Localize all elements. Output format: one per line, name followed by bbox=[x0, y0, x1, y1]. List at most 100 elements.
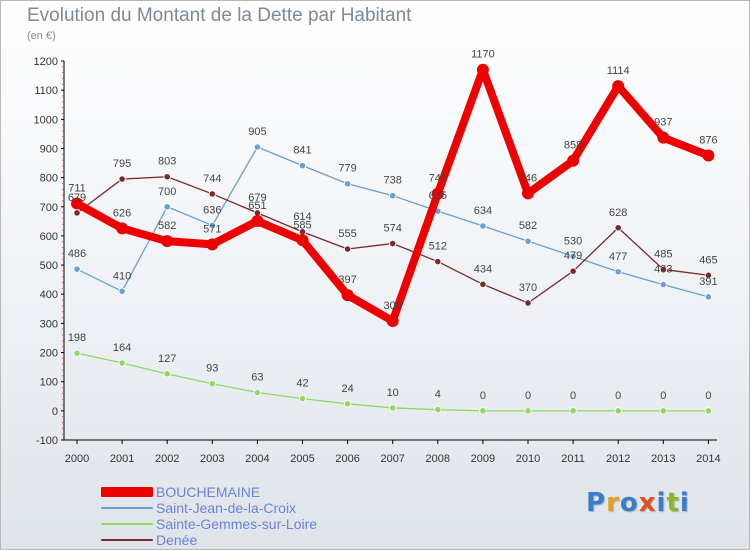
y-tick-label: 1200 bbox=[34, 56, 58, 68]
legend-label: BOUCHEMAINE bbox=[156, 484, 261, 500]
data-point bbox=[208, 190, 216, 198]
x-tick-label: 2009 bbox=[471, 453, 495, 465]
data-point bbox=[73, 209, 81, 217]
data-point bbox=[73, 265, 81, 273]
data-point bbox=[206, 238, 219, 251]
data-label: 626 bbox=[113, 207, 131, 219]
data-point bbox=[389, 404, 397, 412]
data-label: 127 bbox=[158, 353, 176, 365]
data-label: 795 bbox=[113, 158, 131, 170]
data-label: 63 bbox=[251, 371, 263, 383]
data-point bbox=[118, 359, 126, 367]
data-point bbox=[298, 162, 307, 170]
x-tick-label: 2014 bbox=[696, 453, 720, 465]
data-point bbox=[208, 380, 216, 388]
y-tick-label: -100 bbox=[36, 435, 58, 447]
data-label: 628 bbox=[609, 207, 627, 219]
y-tick-label: 100 bbox=[40, 377, 58, 389]
data-label: 571 bbox=[203, 223, 221, 235]
data-label: 0 bbox=[525, 390, 531, 402]
data-point bbox=[476, 63, 489, 76]
data-label: 434 bbox=[474, 263, 492, 275]
data-label: 370 bbox=[519, 282, 537, 294]
x-tick-label: 2010 bbox=[516, 453, 540, 465]
data-point bbox=[163, 173, 171, 181]
data-point bbox=[479, 280, 487, 288]
data-label: 711 bbox=[68, 183, 86, 195]
data-label: 745 bbox=[429, 173, 447, 185]
data-label: 198 bbox=[68, 332, 86, 344]
data-point bbox=[524, 407, 532, 415]
data-label: 465 bbox=[699, 254, 717, 266]
data-label: 477 bbox=[609, 251, 627, 263]
y-tick-label: 300 bbox=[40, 318, 58, 330]
data-label: 1114 bbox=[607, 65, 630, 77]
data-label: 433 bbox=[654, 264, 672, 276]
data-label: 164 bbox=[113, 342, 131, 354]
y-tick-label: 200 bbox=[40, 348, 58, 360]
data-point bbox=[208, 221, 216, 230]
data-label: 24 bbox=[341, 383, 353, 395]
x-tick-label: 2002 bbox=[155, 453, 179, 465]
data-label: 738 bbox=[384, 175, 402, 187]
x-tick-label: 2004 bbox=[245, 453, 269, 465]
y-tick-label: 600 bbox=[40, 231, 58, 243]
data-label: 937 bbox=[654, 117, 672, 129]
data-point bbox=[343, 400, 352, 408]
y-tick-label: 800 bbox=[40, 173, 58, 185]
legend-label: Denée bbox=[156, 532, 198, 548]
data-label: 574 bbox=[384, 223, 402, 235]
x-tick-label: 2007 bbox=[380, 453, 404, 465]
data-label: 42 bbox=[296, 378, 308, 390]
x-tick-label: 2000 bbox=[65, 453, 89, 465]
data-point bbox=[522, 187, 534, 200]
data-label: 636 bbox=[203, 204, 221, 216]
data-point bbox=[253, 388, 261, 397]
data-point bbox=[569, 267, 577, 275]
data-label: 582 bbox=[158, 220, 176, 232]
data-label: 1170 bbox=[471, 49, 495, 61]
data-label: 308 bbox=[384, 300, 402, 312]
data-label: 397 bbox=[338, 274, 356, 286]
data-point bbox=[118, 287, 126, 295]
x-tick-label: 2001 bbox=[110, 453, 134, 465]
x-tick-label: 2003 bbox=[200, 453, 224, 465]
data-label: 4 bbox=[435, 389, 441, 401]
data-point bbox=[479, 222, 487, 230]
data-point bbox=[569, 252, 577, 260]
x-tick-label: 2006 bbox=[335, 453, 359, 465]
data-label: 479 bbox=[564, 250, 582, 262]
data-point bbox=[389, 192, 397, 200]
data-label: 391 bbox=[699, 276, 717, 288]
legend-swatch bbox=[101, 523, 153, 525]
data-label: 0 bbox=[660, 390, 666, 402]
data-point bbox=[659, 407, 667, 415]
data-label: 485 bbox=[654, 248, 672, 260]
data-point bbox=[704, 293, 713, 301]
data-point bbox=[253, 143, 261, 151]
data-point bbox=[569, 407, 577, 415]
data-point bbox=[343, 180, 352, 188]
data-label: 779 bbox=[338, 163, 356, 175]
x-tick-label: 2005 bbox=[290, 453, 314, 465]
data-label: 685 bbox=[429, 190, 447, 202]
chart-title: Evolution du Montant de la Dette par Hab… bbox=[27, 5, 412, 26]
y-tick-label: 1100 bbox=[34, 85, 58, 97]
data-label: 679 bbox=[68, 192, 86, 204]
data-point bbox=[431, 187, 444, 200]
data-label: 486 bbox=[68, 248, 86, 260]
data-label: 634 bbox=[474, 205, 492, 217]
data-label: 410 bbox=[113, 270, 131, 282]
data-label: 512 bbox=[429, 241, 447, 253]
data-point bbox=[118, 175, 126, 183]
data-label: 10 bbox=[387, 387, 399, 399]
data-label: 530 bbox=[564, 235, 582, 247]
data-point bbox=[296, 234, 309, 247]
legend-label: Sainte-Gemmes-sur-Loire bbox=[156, 516, 318, 532]
x-tick-label: 2011 bbox=[561, 453, 585, 465]
data-point bbox=[163, 370, 171, 378]
data-point bbox=[614, 224, 622, 232]
data-label: 803 bbox=[158, 156, 176, 168]
